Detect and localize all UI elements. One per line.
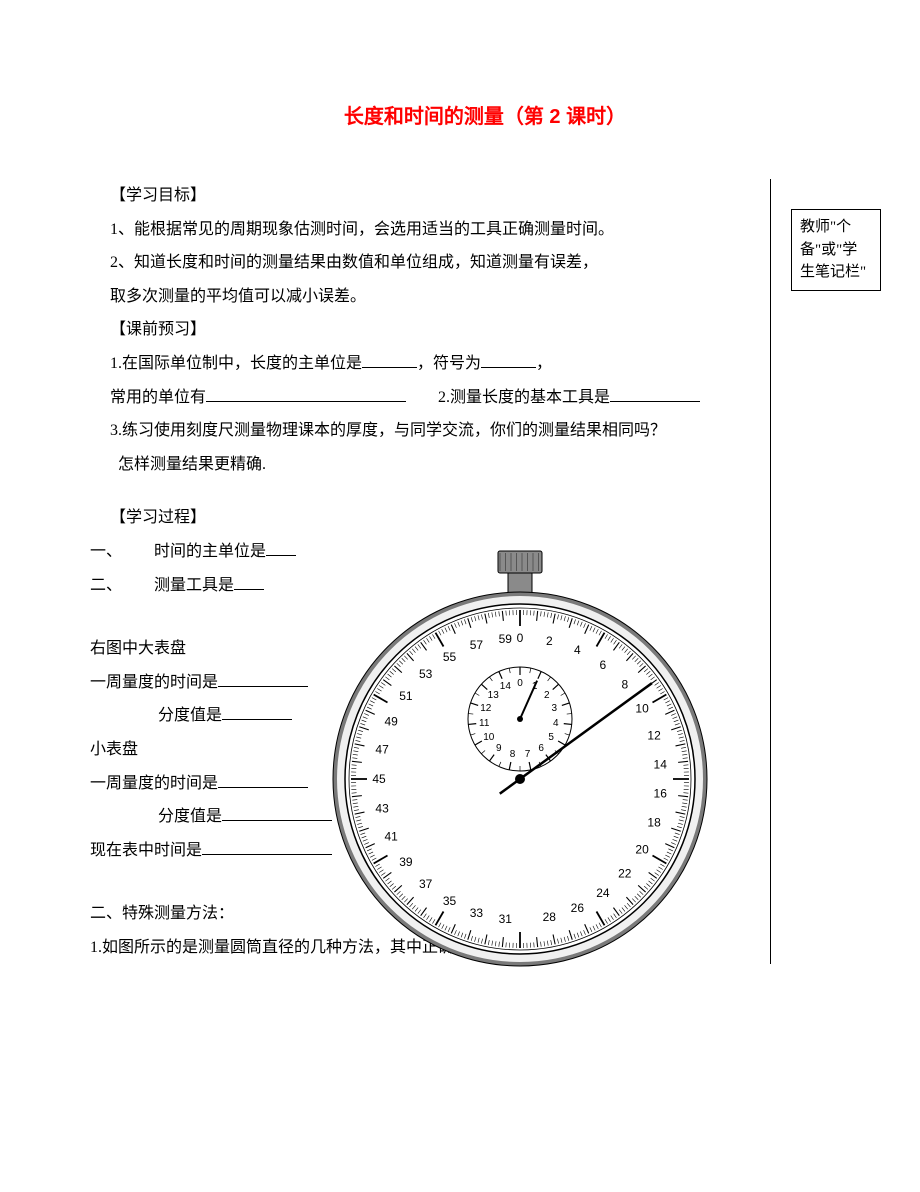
svg-text:10: 10	[483, 732, 495, 743]
preview-2a-text: 常用的单位有	[110, 389, 206, 406]
blank	[266, 555, 296, 556]
main-content: 【学习目标】 1、能根据常见的周期现象估测时间，会选用适当的工具正确测量时间。 …	[110, 179, 760, 964]
svg-text:31: 31	[499, 912, 513, 926]
proc1a: 一、	[90, 543, 122, 560]
preview-3: 3.练习使用刻度尺测量物理课本的厚度，与同学交流，你们的测量结果相同吗？	[110, 414, 760, 448]
svg-text:6: 6	[600, 658, 607, 672]
svg-text:4: 4	[574, 643, 581, 657]
proc2a: 二、	[90, 577, 122, 594]
svg-text:22: 22	[618, 866, 632, 880]
blank	[610, 401, 700, 402]
blank	[218, 787, 308, 788]
blank	[218, 686, 308, 687]
preview-1b-text: ，符号为	[417, 355, 481, 372]
preview-1a-text: 1.在国际单位制中，长度的主单位是	[110, 355, 362, 372]
stopwatch-svg: 0246810121416182022242628313335373941434…	[320, 529, 720, 969]
teacher-notes-box: 教师"个备"或"学生笔记栏"	[791, 209, 881, 291]
svg-text:16: 16	[654, 787, 668, 801]
svg-text:53: 53	[419, 667, 433, 681]
svg-text:26: 26	[571, 901, 585, 915]
proc1b: 时间的主单位是	[154, 543, 266, 560]
preview-1c-text: ，	[536, 355, 552, 372]
column-divider	[770, 179, 771, 964]
svg-text:13: 13	[488, 690, 500, 701]
preview-1: 1.在国际单位制中，长度的主单位是 ，符号为 ，	[110, 347, 760, 381]
preview-2: 常用的单位有 2.测量长度的基本工具是	[110, 381, 760, 415]
blank	[481, 367, 536, 368]
svg-text:45: 45	[372, 772, 386, 786]
blank	[222, 719, 292, 720]
svg-text:0: 0	[517, 678, 523, 689]
objective-2: 2、知道长度和时间的测量结果由数值和单位组成，知道测量有误差，	[110, 246, 760, 280]
proc2b: 测量工具是	[154, 577, 234, 594]
blank	[362, 367, 417, 368]
svg-text:7: 7	[525, 749, 531, 760]
svg-text:59: 59	[499, 632, 513, 646]
blank	[234, 589, 264, 590]
svg-text:8: 8	[621, 678, 628, 692]
svg-text:11: 11	[479, 718, 490, 729]
preview-3b: 怎样测量结果更精确.	[110, 448, 760, 482]
svg-text:51: 51	[399, 689, 413, 703]
svg-text:49: 49	[385, 715, 399, 729]
blank	[206, 401, 406, 402]
svg-text:9: 9	[496, 743, 502, 754]
svg-text:14: 14	[654, 757, 668, 771]
svg-text:10: 10	[635, 702, 649, 716]
svg-text:35: 35	[443, 894, 457, 908]
svg-text:12: 12	[647, 728, 661, 742]
svg-text:3: 3	[551, 703, 557, 714]
preview-2b-text: 2.测量长度的基本工具是	[438, 389, 610, 406]
svg-text:6: 6	[538, 743, 544, 754]
svg-text:28: 28	[543, 910, 557, 924]
svg-text:14: 14	[500, 681, 512, 692]
svg-text:43: 43	[375, 801, 389, 815]
preview-heading: 【课前预习】	[110, 313, 760, 347]
svg-text:55: 55	[443, 650, 457, 664]
svg-text:2: 2	[546, 634, 553, 648]
svg-text:12: 12	[480, 703, 492, 714]
svg-text:24: 24	[596, 886, 610, 900]
svg-text:4: 4	[553, 718, 559, 729]
svg-text:2: 2	[544, 690, 550, 701]
svg-text:41: 41	[385, 829, 399, 843]
svg-text:33: 33	[470, 906, 484, 920]
svg-text:39: 39	[399, 855, 413, 869]
blank	[202, 854, 332, 855]
page-title: 长度和时间的测量（第 2 课时）	[110, 100, 860, 129]
svg-text:18: 18	[647, 816, 661, 830]
svg-text:0: 0	[517, 631, 524, 645]
blank	[222, 820, 332, 821]
objective-2b: 取多次测量的平均值可以减小误差。	[110, 280, 760, 314]
svg-text:47: 47	[375, 743, 389, 757]
objective-1: 1、能根据常见的周期现象估测时间，会选用适当的工具正确测量时间。	[110, 213, 760, 247]
svg-text:37: 37	[419, 877, 433, 891]
svg-text:57: 57	[470, 638, 484, 652]
stopwatch-figure: 0246810121416182022242628313335373941434…	[320, 529, 720, 969]
svg-text:5: 5	[548, 732, 554, 743]
svg-text:20: 20	[635, 843, 649, 857]
svg-text:8: 8	[510, 749, 516, 760]
objectives-heading: 【学习目标】	[110, 179, 760, 213]
